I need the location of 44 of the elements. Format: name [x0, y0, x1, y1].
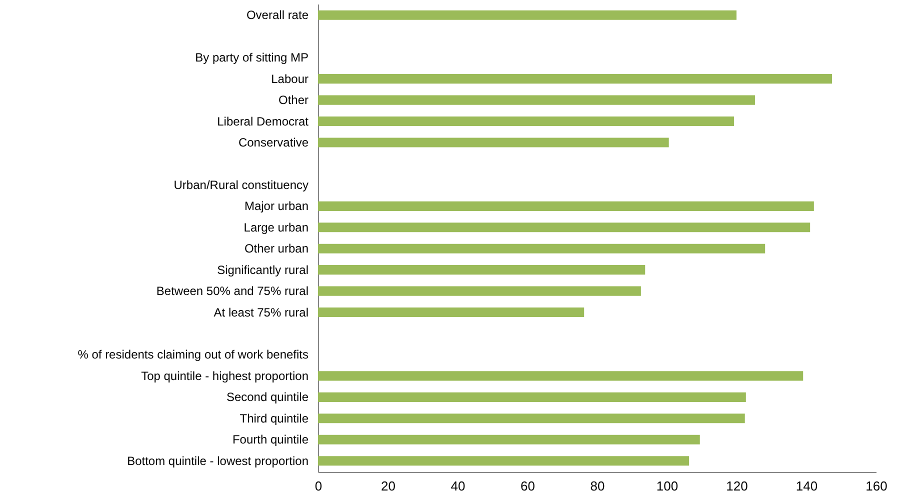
bar [318, 201, 814, 211]
y-tick-label: Large urban [244, 220, 308, 234]
x-tick-label: 60 [520, 478, 535, 494]
y-tick-label: % of residents claiming out of work benefits [78, 348, 308, 362]
bar [318, 222, 810, 232]
y-tick-label: Third quintile [240, 411, 309, 426]
x-tick-label: 20 [381, 478, 396, 494]
y-tick-label: Other [278, 93, 308, 108]
bar [318, 392, 746, 402]
y-tick-label: By party of sitting MP [195, 50, 308, 65]
x-tick-label: 80 [590, 478, 605, 494]
bar [318, 286, 641, 296]
y-tick-label: Urban/Rural constituency [174, 178, 308, 192]
bar [318, 308, 584, 318]
x-tick-label: 140 [796, 478, 818, 494]
bar [318, 434, 700, 444]
bar [318, 265, 646, 275]
y-tick-label: Overall rate [246, 8, 309, 22]
y-tick-label: Significantly rural [217, 262, 308, 277]
bar [318, 138, 669, 148]
y-tick-label: Other urban [244, 242, 308, 256]
bar [318, 371, 804, 381]
bar [318, 116, 734, 126]
y-tick-label: Bottom quintile - lowest proportion [127, 454, 308, 468]
y-tick-label: Labour [271, 72, 308, 86]
y-tick-label: Top quintile - highest proportion [141, 368, 308, 383]
x-tick-label: 0 [314, 478, 322, 494]
y-tick-label: Conservative [238, 135, 309, 150]
y-tick-label: At least 75% rural [214, 305, 308, 320]
x-tick-label: 120 [726, 478, 748, 494]
y-tick-label: Fourth quintile [232, 432, 309, 447]
y-tick-label: Between 50% and 75% rural [156, 284, 308, 298]
bar [318, 95, 755, 105]
y-tick-label: Major urban [244, 199, 308, 214]
bar [318, 10, 736, 20]
y-tick-label: Second quintile [226, 390, 309, 404]
x-tick-label: 100 [656, 478, 678, 494]
y-tick-label: Liberal Democrat [217, 114, 310, 128]
bar [318, 414, 745, 424]
x-tick-label: 40 [450, 478, 466, 494]
x-tick-label: 160 [866, 478, 888, 494]
bar [318, 74, 832, 84]
bar [318, 456, 690, 466]
bar [318, 244, 766, 254]
